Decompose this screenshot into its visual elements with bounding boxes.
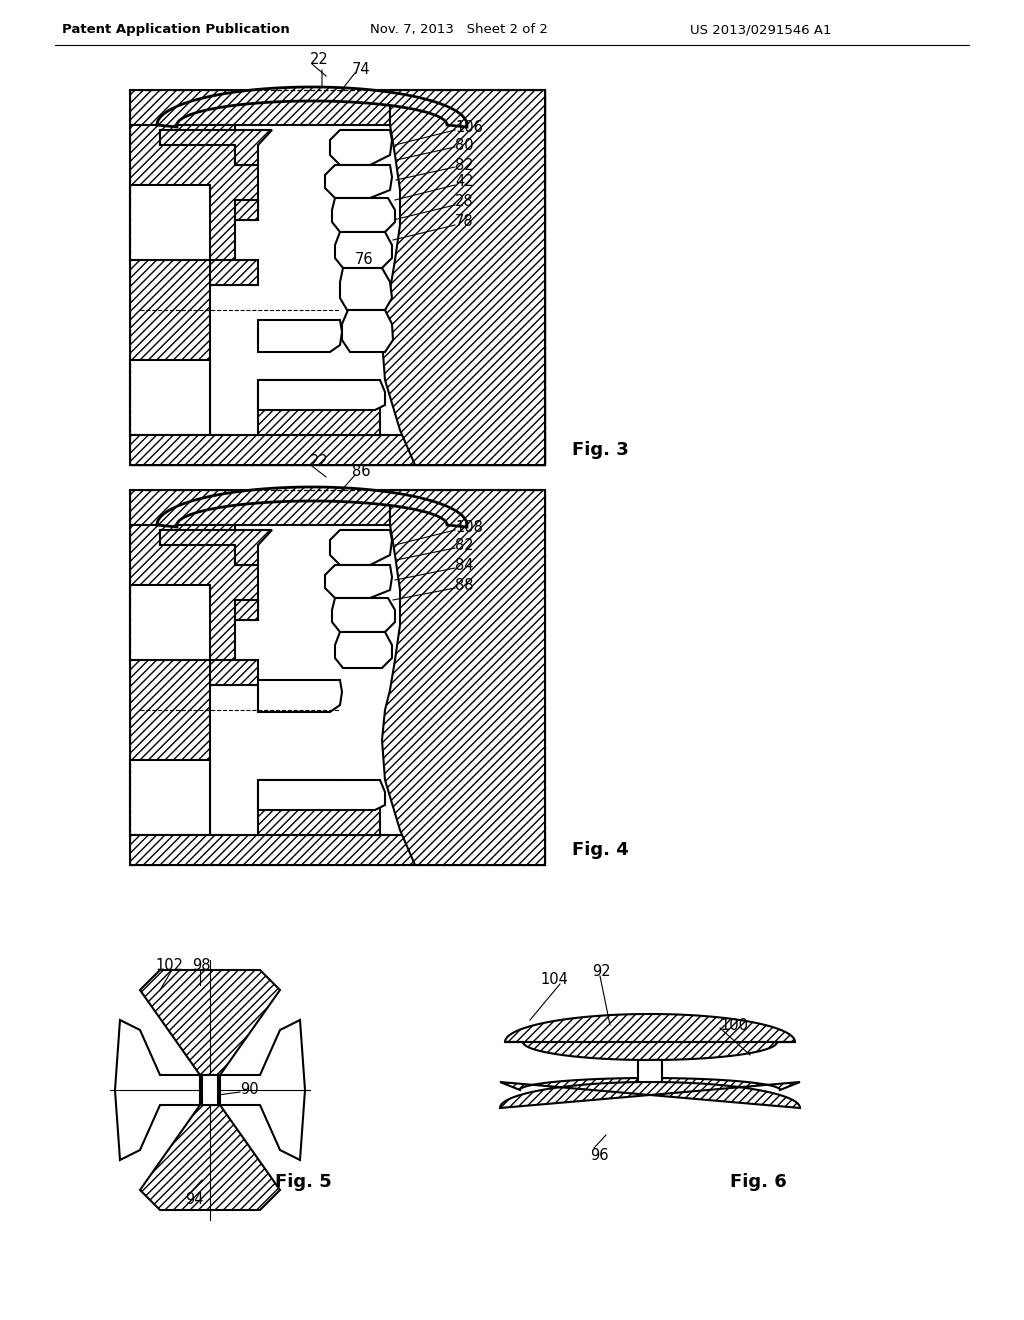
Text: 94: 94 [185,1192,204,1208]
Polygon shape [202,1074,218,1105]
Polygon shape [342,310,393,352]
Polygon shape [382,90,545,465]
Polygon shape [234,601,258,620]
Text: 96: 96 [590,1147,608,1163]
Bar [130,90,545,465]
Polygon shape [234,201,258,220]
Polygon shape [258,380,380,436]
Polygon shape [160,129,272,165]
Polygon shape [130,90,545,125]
Text: 74: 74 [352,62,371,78]
Text: 100: 100 [720,1018,748,1032]
Polygon shape [157,87,467,127]
Text: Patent Application Publication: Patent Application Publication [62,24,290,37]
Polygon shape [258,319,342,352]
Text: 22: 22 [310,454,329,470]
Text: 108: 108 [455,520,483,535]
Text: 88: 88 [455,578,473,593]
Text: Fig. 6: Fig. 6 [730,1173,786,1191]
Bar [130,185,210,260]
Polygon shape [140,1105,280,1210]
Polygon shape [258,780,385,810]
Polygon shape [130,490,545,525]
Text: 22: 22 [310,53,329,67]
Polygon shape [210,660,258,685]
Polygon shape [130,436,545,465]
Text: Fig. 3: Fig. 3 [572,441,629,459]
Polygon shape [335,632,392,668]
Polygon shape [220,1020,305,1160]
Text: Fig. 5: Fig. 5 [275,1173,332,1191]
Text: 76: 76 [355,252,374,268]
Polygon shape [130,125,258,436]
Polygon shape [330,531,392,565]
Text: 82: 82 [455,157,474,173]
Polygon shape [115,1020,200,1160]
Bar [130,585,210,660]
Polygon shape [325,565,392,598]
Polygon shape [340,268,392,310]
Polygon shape [258,680,342,711]
Polygon shape [500,1078,800,1107]
Text: 98: 98 [193,957,211,973]
Text: 28: 28 [455,194,474,210]
Text: 84: 84 [455,557,473,573]
Text: 90: 90 [240,1082,259,1097]
Text: 102: 102 [155,957,183,973]
Text: Nov. 7, 2013   Sheet 2 of 2: Nov. 7, 2013 Sheet 2 of 2 [370,24,548,37]
Text: 82: 82 [455,537,474,553]
Polygon shape [382,490,545,865]
Polygon shape [160,531,272,565]
Text: 80: 80 [455,137,474,153]
Text: 104: 104 [540,973,568,987]
Text: 106: 106 [455,120,483,135]
Polygon shape [335,232,392,268]
Polygon shape [505,1014,795,1060]
Polygon shape [330,129,392,165]
Text: 92: 92 [592,965,610,979]
Bar [130,490,545,865]
Text: 86: 86 [352,465,371,479]
Bar [130,90,545,465]
Text: 78: 78 [455,214,474,230]
Polygon shape [210,260,258,285]
Polygon shape [258,780,380,836]
Polygon shape [332,598,395,632]
Polygon shape [130,525,258,836]
Polygon shape [325,165,392,198]
Bar [130,760,210,836]
Polygon shape [157,487,467,527]
Polygon shape [638,1060,662,1082]
Bar [130,360,210,436]
Text: 42: 42 [455,174,474,190]
Text: Fig. 4: Fig. 4 [572,841,629,859]
Polygon shape [258,380,385,411]
Polygon shape [130,836,545,865]
Text: US 2013/0291546 A1: US 2013/0291546 A1 [690,24,831,37]
Polygon shape [332,198,395,232]
Polygon shape [140,970,280,1074]
